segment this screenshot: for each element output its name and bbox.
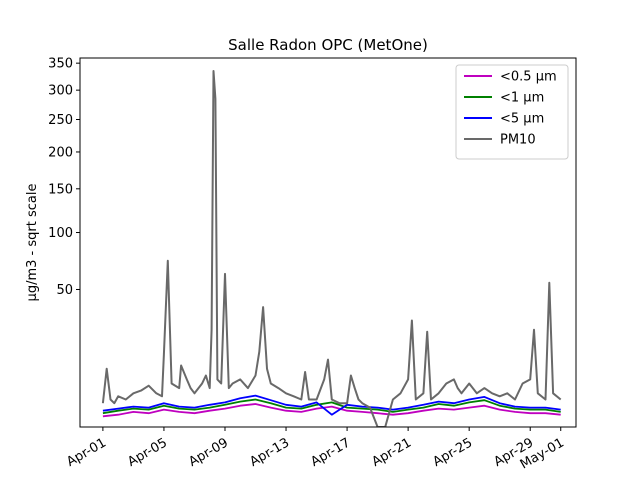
series-layer (101, 70, 562, 427)
chart-title: Salle Radon OPC (MetOne) (228, 36, 428, 54)
legend-box (455, 64, 569, 160)
legend-label-2: <5 µm (500, 112, 544, 127)
legend-label-1: <1 µm (500, 91, 544, 106)
series-line-0 (102, 403, 561, 418)
series-line-1 (102, 398, 561, 415)
y-tick-label-2: 150 (48, 182, 73, 197)
y-tick-label-3: 200 (48, 145, 73, 160)
legend-label-3: PM10 (500, 133, 536, 148)
y-tick-label-4: 250 (48, 113, 73, 128)
y-tick-label-1: 100 (48, 226, 73, 241)
series-line-2 (102, 394, 561, 416)
y-axis-title: µg/m3 - sqrt scale (25, 184, 40, 302)
y-tick-label-0: 50 (56, 283, 73, 298)
legend: <0.5 µm <1 µm <5 µm PM10 (455, 64, 569, 160)
legend-label-0: <0.5 µm (500, 70, 557, 85)
plot-frame (79, 57, 577, 428)
series-line-3 (101, 70, 562, 427)
y-tick-label-5: 300 (48, 84, 73, 99)
y-tick-label-6: 350 (48, 57, 73, 72)
